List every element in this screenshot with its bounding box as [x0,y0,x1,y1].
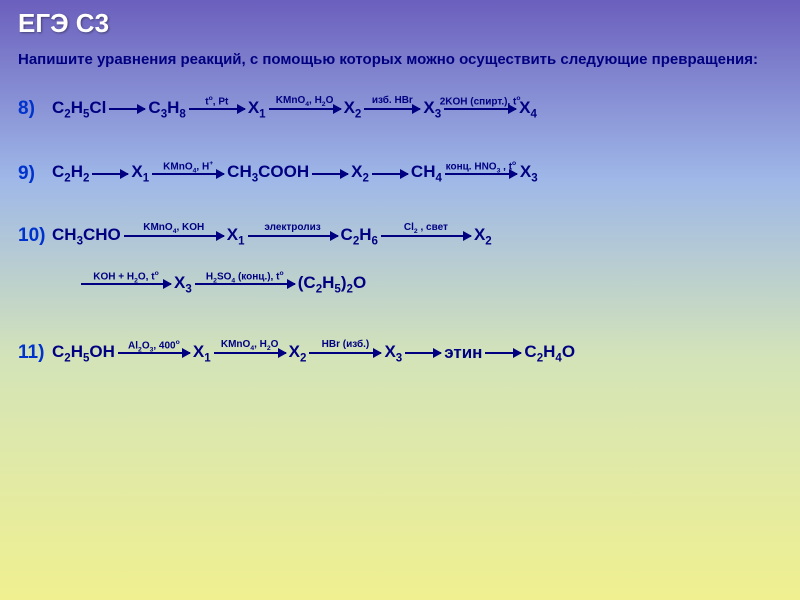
compound: CH3CHO [52,225,121,247]
arrow-icon [372,173,408,175]
arrow-icon [312,173,348,175]
reaction-number: 11) [18,342,46,364]
arrow-icon: 2KOH (спирт.), to [444,108,516,110]
arrow-icon: Al2O3, 400o [118,352,190,354]
compound: (C2H5)2O [298,273,366,295]
unknown: X1 [131,162,149,184]
unknown: X1 [193,342,211,364]
arrow-icon: KMnO4, H2O [269,108,341,110]
unknown: X1 [248,98,266,120]
arrow-icon: H2SO4 (конц.), to [195,283,295,285]
reaction-11: 11) C2H5OH Al2O3, 400o X1 KMnO4, H2O X2 … [18,342,782,364]
unknown: X3 [520,162,538,184]
arrow-icon: KMnO4, H2O [214,352,286,354]
arrow-icon: KMnO4, KOH [124,235,224,237]
arrow-icon: HBr (изб.) [309,352,381,354]
reaction-8: 8) C2H5Cl C3H8 to, Pt X1 KMnO4, H2O X2 и… [18,98,782,120]
unknown: X2 [344,98,362,120]
arrow-icon [109,108,145,110]
slide: ЕГЭ С3 Напишите уравнения реакций, с пом… [0,0,800,600]
unknown: X2 [474,225,492,247]
arrow-icon: KOH + H2O, to [81,283,171,285]
unknown: X4 [519,98,537,120]
arrow-icon: электролиз [248,235,338,237]
arrow-icon: конц. HNO3 , to [445,173,517,175]
reaction-number: 9) [18,163,46,185]
arrow-icon: to, Pt [189,108,245,110]
reaction-9: 9) C2H2 X1 KMnO4, H+ CH3COOH X2 CH4 конц… [18,162,782,184]
arrow-icon [405,352,441,354]
arrow-icon: Cl2 , свет [381,235,471,237]
arrow-icon: KMnO4, H+ [152,173,224,175]
compound: этин [444,343,482,363]
reaction-10: 10) CH3CHO KMnO4, KOH X1 электролиз C2H6… [18,225,782,296]
unknown: X3 [423,98,441,120]
unknown: X3 [174,273,192,295]
unknown: X2 [351,162,369,184]
compound: C3H8 [148,98,185,120]
slide-title: ЕГЭ С3 [18,8,782,39]
arrow-icon [485,352,521,354]
reaction-number: 10) [18,225,46,247]
unknown: X1 [227,225,245,247]
unknown: X3 [384,342,402,364]
arrow-icon: изб. HBr [364,108,420,110]
compound: CH4 [411,162,442,184]
reaction-number: 8) [18,98,46,120]
slide-instruction: Напишите уравнения реакций, с помощью ко… [18,49,782,70]
compound: C2H4O [524,342,575,364]
unknown: X2 [289,342,307,364]
compound: C2H2 [52,162,89,184]
arrow-icon [92,173,128,175]
compound: C2H5OH [52,342,115,364]
compound: C2H5Cl [52,98,106,120]
compound: CH3COOH [227,162,309,184]
compound: C2H6 [341,225,378,247]
